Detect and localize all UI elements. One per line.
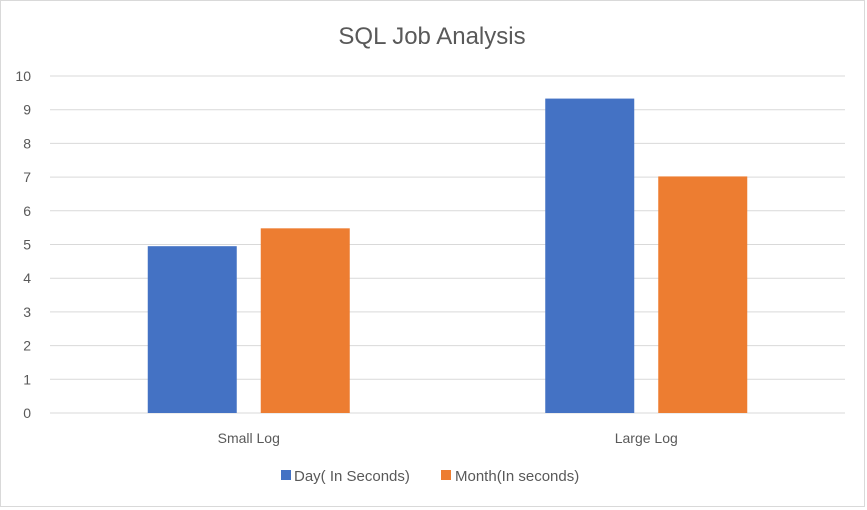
bar-small-log-series-1: [147, 246, 237, 413]
bar-small-log-series-2: [260, 228, 350, 413]
bars: [147, 98, 748, 413]
bar-large-log-series-2: [658, 176, 748, 413]
y-tick-label: 0: [23, 405, 31, 421]
y-tick-label: 6: [23, 203, 31, 219]
x-tick-label: Small Log: [218, 430, 280, 446]
y-tick-label: 3: [23, 304, 31, 320]
legend-label: Month(In seconds): [455, 468, 579, 485]
x-axis-ticks: Small Log Large Log: [218, 430, 678, 446]
legend-swatch: [281, 470, 291, 480]
y-tick-label: 9: [23, 102, 31, 118]
y-tick-label: 10: [15, 68, 31, 84]
y-axis-ticks: 0 1 2 3 4 5 6 7 8 9 10: [15, 68, 31, 421]
x-tick-label: Large Log: [615, 430, 678, 446]
legend: Day( In Seconds) Month(In seconds): [281, 468, 579, 485]
legend-label: Day( In Seconds): [294, 468, 410, 485]
chart-title: SQL Job Analysis: [338, 23, 525, 50]
y-tick-label: 1: [23, 371, 31, 387]
y-tick-label: 7: [23, 169, 31, 185]
y-tick-label: 8: [23, 135, 31, 151]
legend-swatch: [441, 470, 451, 480]
y-tick-label: 2: [23, 338, 31, 354]
bar-large-log-series-1: [545, 98, 635, 413]
y-tick-label: 4: [23, 270, 31, 286]
y-tick-label: 5: [23, 237, 31, 253]
